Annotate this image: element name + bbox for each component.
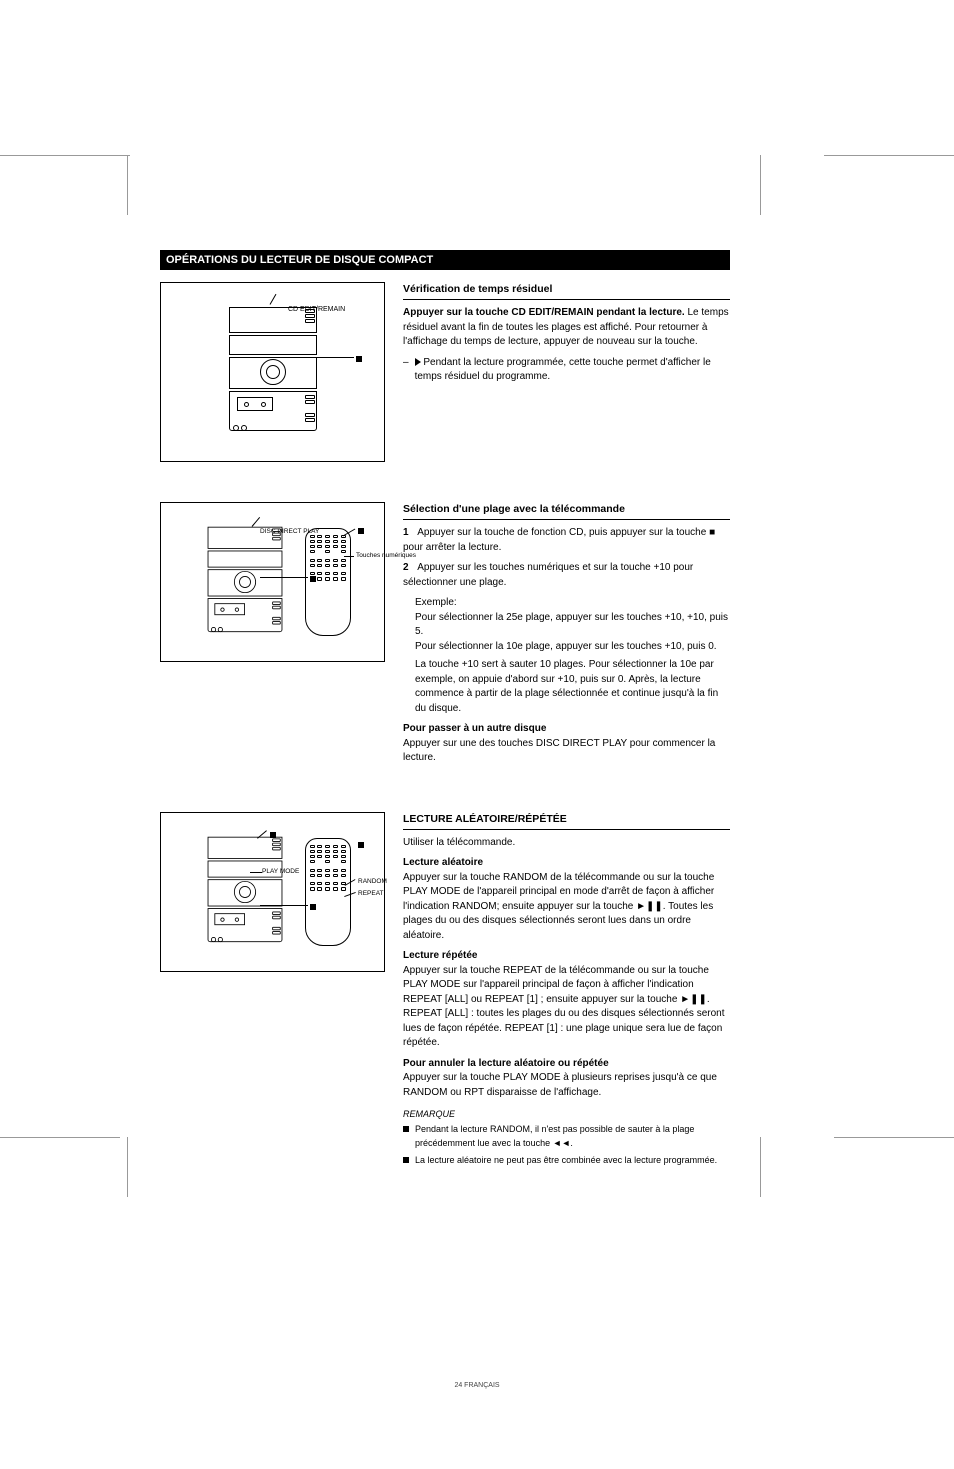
cancel-block: Pour annuler la lecture aléatoire ou rép… [403,1057,730,1101]
callout-stop-3b [310,902,316,911]
step-2: 2 Appuyer sur les touches numériques et … [403,561,730,590]
stop-icon [310,904,316,910]
stop-icon [310,576,316,582]
random-title: Lecture aléatoire [403,857,483,868]
stop-icon [358,528,364,534]
step-2-text: Appuyer sur les touches numériques et su… [403,562,693,588]
examples: Exemple: Pour sélectionner la 25e plage,… [403,596,730,654]
section-remaining-time: CD EDIT/REMAIN Vérification de temps rés… [160,282,730,462]
examples-title: Exemple: [415,596,730,611]
stop-icon [358,842,364,848]
callout-remain [356,354,362,363]
note-2-text: La lecture aléatoire ne peut pas être co… [415,1154,717,1167]
section-1-body-label: Appuyer sur la touche CD EDIT/REMAIN pen… [403,307,685,318]
section-1-body: Appuyer sur la touche CD EDIT/REMAIN pen… [403,306,730,350]
figure-box-1 [160,282,385,462]
gutter-mark-right-top [760,155,761,215]
change-title: Pour passer à un autre disque [403,723,546,734]
random-block: Lecture aléatoire Appuyer sur la touche … [403,856,730,943]
unit-buttons-bottom [305,413,315,423]
gutter-mark-left-bottom [127,1137,128,1197]
remote-illustration-2 [305,838,351,946]
text-column-3: LECTURE ALÉATOIRE/RÉPÉTÉE Utiliser la té… [403,812,730,1171]
play-icon [415,358,421,366]
section-header-bar: OPÉRATIONS DU LECTEUR DE DISQUE COMPACT [160,250,730,270]
cassette-icon [237,397,273,411]
callout-line-2b [260,577,308,578]
cancel-title: Pour annuler la lecture aléatoire ou rép… [403,1058,609,1069]
callout-repeat: REPEAT [358,890,384,897]
repeat-text: Appuyer sur la touche REPEAT de la téléc… [403,965,725,1049]
section-1-body2: Pendant la lecture programmée, cette tou… [415,357,711,383]
callout-line-2d [344,556,354,557]
unit-buttons-mid [305,395,315,405]
repeat-block: Lecture répétée Appuyer sur la touche RE… [403,949,730,1051]
step-1-text: Appuyer sur la touche de fonction CD, pu… [403,527,715,553]
callout-num: Touches numériques [356,552,416,559]
callout-line-3c [260,905,308,906]
notes-title: REMARQUE [403,1108,730,1121]
text-column-2: Sélection d'une plage avec la télécomman… [403,502,730,772]
callout-line-3b [250,872,262,873]
step-1: 1 Appuyer sur la touche de fonction CD, … [403,526,730,555]
main-unit-illustration [223,307,323,437]
main-unit-illustration-2 [202,527,287,638]
stop-icon [270,832,276,838]
bullet-icon [403,1157,409,1163]
callout-disc-direct: DISC DIRECT PLAY [260,528,319,535]
gutter-mark-right-bottom [760,1137,761,1197]
change-disc: Pour passer à un autre disque Appuyer su… [403,722,730,766]
section-track-select: DISC DIRECT PLAY Touches numériques Séle… [160,502,730,772]
page-content: OPÉRATIONS DU LECTEUR DE DISQUE COMPACT [160,250,730,1171]
callout-cd [358,526,364,535]
figure-wrap-3: PLAY MODE RANDOM REPEAT [160,812,385,1171]
gutter-mark-left-top [127,155,128,215]
crop-mark-bottom-right [834,1137,954,1138]
callout-stop-3 [270,830,276,839]
example-a: Pour sélectionner la 25e plage, appuyer … [415,611,730,640]
section-3-title: LECTURE ALÉATOIRE/RÉPÉTÉE [403,812,730,830]
figure-wrap-1: CD EDIT/REMAIN [160,282,385,462]
step-1-num: 1 [403,526,415,541]
content-area: CD EDIT/REMAIN Vérification de temps rés… [160,282,730,1171]
callout-random-marker [358,840,364,849]
figure-wrap-2: DISC DIRECT PLAY Touches numériques [160,502,385,772]
example-b: Pour sélectionner la 10e plage, appuyer … [415,640,730,655]
crop-mark-bottom-left [0,1137,120,1138]
callout-edit-remain: CD EDIT/REMAIN [288,306,345,313]
jog-dial-icon [260,359,286,385]
note-1-text: Pendant la lecture RANDOM, il n'est pas … [415,1123,730,1149]
cancel-text: Appuyer sur la touche PLAY MODE à plusie… [403,1072,717,1098]
notes: REMARQUE Pendant la lecture RANDOM, il n… [403,1108,730,1166]
callout-playmode: PLAY MODE [262,868,299,875]
crop-mark-top-right [824,155,954,237]
step-2-num: 2 [403,561,415,576]
section-2-tail: La touche +10 sert à sauter 10 plages. P… [403,658,730,716]
bullet-icon [403,1126,409,1132]
main-unit-illustration-3 [202,836,287,947]
text-column-1: Vérification de temps résiduel Appuyer s… [403,282,730,462]
unit-knobs [233,425,247,431]
note-2: La lecture aléatoire ne peut pas être co… [403,1154,730,1167]
section-1-title: Vérification de temps résiduel [403,282,730,300]
section-2-title: Sélection d'une plage avec la télécomman… [403,502,730,520]
unit-display [229,335,317,355]
section-3-intro: Utiliser la télécommande. [403,836,730,851]
crop-mark-top-left [0,155,130,237]
section-random-repeat: PLAY MODE RANDOM REPEAT LECTURE ALÉATOIR… [160,812,730,1171]
page-number: 24 FRANÇAIS [177,1382,777,1389]
repeat-title: Lecture répétée [403,950,477,961]
note-1: Pendant la lecture RANDOM, il n'est pas … [403,1123,730,1149]
random-text: Appuyer sur la touche RANDOM de la téléc… [403,872,714,941]
section-1-note-text: Pendant la lecture programmée, cette tou… [415,356,730,385]
callout-line-1a [278,357,354,358]
header-title: OPÉRATIONS DU LECTEUR DE DISQUE COMPACT [166,254,433,266]
figure-box-2 [160,502,385,662]
callout-random: RANDOM [358,878,387,885]
callout-stop-2 [310,574,316,583]
stop-icon [356,356,362,362]
section-1-note: – Pendant la lecture programmée, cette t… [403,356,730,385]
change-text: Appuyer sur une des touches DISC DIRECT … [403,738,715,764]
